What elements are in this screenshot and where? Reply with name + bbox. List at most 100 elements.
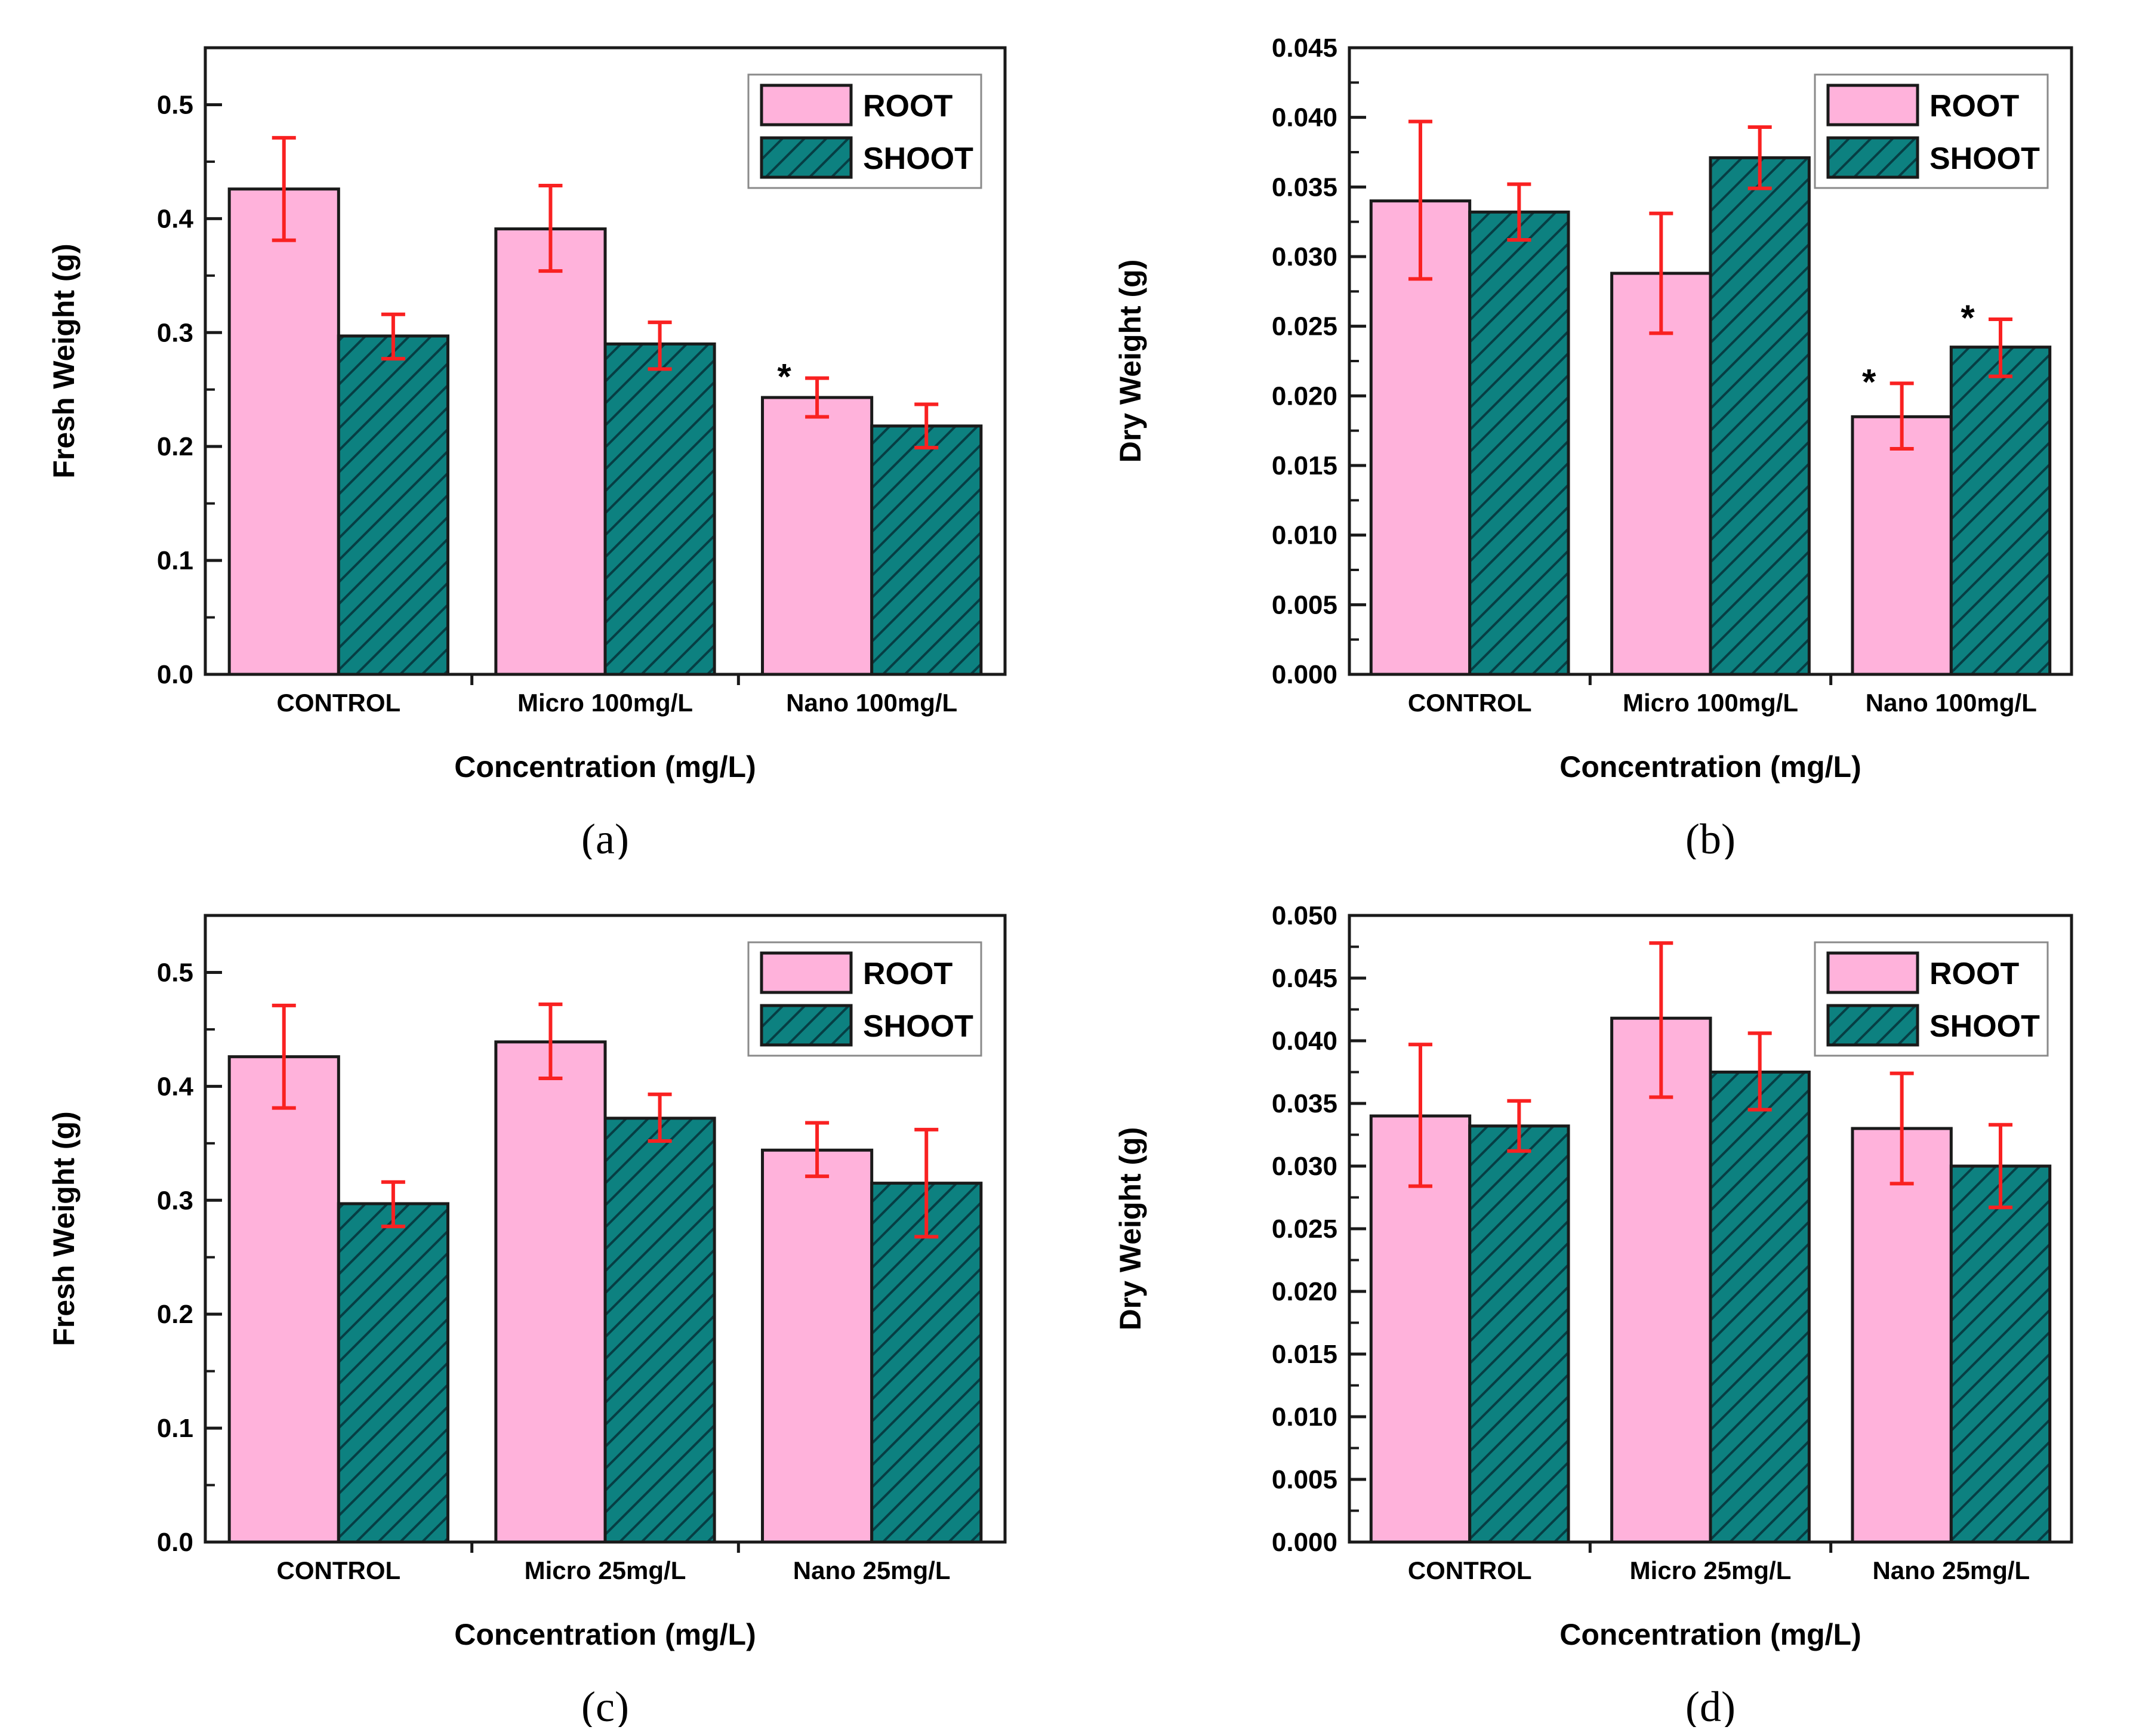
x-category-label: CONTROL [276, 689, 400, 717]
x-category-label: CONTROL [1407, 689, 1531, 717]
y-tick-label: 0.015 [1271, 451, 1337, 480]
bar-root-2 [760, 396, 873, 676]
error-bar-shoot-0 [1506, 182, 1531, 242]
y-tick-label: 0.0 [156, 660, 193, 689]
error-bar-shoot-2 [1988, 317, 2012, 378]
bar-root-1 [494, 227, 606, 676]
bar-root-1 [1610, 272, 1712, 676]
x-category-label: Nano 25mg/L [1872, 1556, 2030, 1584]
error-bar-root-0 [272, 1003, 296, 1110]
legend: ROOT SHOOT [747, 73, 982, 189]
y-tick-label: 0.010 [1271, 521, 1337, 550]
y-tick-label: 0.020 [1271, 1277, 1337, 1306]
x-axis-title: Concentration (mg/L) [454, 750, 756, 784]
x-category-label: Micro 25mg/L [1629, 1556, 1791, 1584]
y-tick-label: 0.030 [1271, 242, 1337, 272]
error-bar-shoot-2 [1988, 1123, 2012, 1210]
error-bar-shoot-0 [381, 312, 405, 361]
y-tick-label: 0.035 [1271, 1089, 1337, 1118]
significance-asterisk: * [1961, 298, 1975, 338]
y-tick-label: 0.000 [1271, 1528, 1337, 1557]
y-tick-label: 0.015 [1271, 1340, 1337, 1369]
x-category-label: CONTROL [276, 1556, 400, 1584]
bar-shoot-1-hatch [603, 1117, 716, 1544]
error-bar-root-2 [805, 376, 829, 419]
legend-swatch-shoot-hatch [1826, 1004, 1919, 1047]
bar-root-2 [760, 1148, 873, 1544]
legend-label-shoot: SHOOT [1929, 1009, 2040, 1044]
bar-root-0 [227, 1055, 340, 1544]
bar-shoot-1-hatch [1709, 1071, 1811, 1544]
y-axis-title: Fresh Weight (g) [47, 243, 81, 479]
error-bar-shoot-1 [1747, 125, 1772, 190]
error-bar-root-2 [1890, 381, 1914, 451]
chart-a: 0.0 0.1 0.2 0.3 0.4 0.5 * CONTROL Micro 100mg/L N… [47, 46, 1006, 859]
panel-letter: (b) [1685, 815, 1736, 859]
y-tick-label: 0.045 [1271, 33, 1337, 63]
bar-root-2 [1850, 415, 1953, 676]
error-bar-shoot-1 [1747, 1031, 1772, 1112]
significance-asterisk: * [1861, 362, 1876, 402]
y-tick-label: 0.0 [156, 1528, 193, 1557]
y-tick-label: 0.020 [1271, 381, 1337, 411]
x-category-label: CONTROL [1407, 1556, 1531, 1584]
legend-swatch-root [1826, 951, 1919, 994]
chart-b: 0.000 0.005 0.010 0.015 0.020 0.025 0.030 0.035… [1114, 33, 2073, 859]
bar-shoot-1-hatch [1709, 156, 1811, 676]
x-category-label: Nano 100mg/L [1865, 689, 2036, 717]
error-bar-root-0 [1408, 119, 1432, 281]
bar-shoot-0-hatch [1468, 210, 1570, 676]
legend-label-root: ROOT [863, 89, 953, 124]
bar-shoot-2-hatch [1949, 346, 2051, 676]
y-tick-label: 0.5 [156, 90, 193, 119]
error-bar-shoot-1 [648, 1092, 672, 1143]
y-tick-label: 0.030 [1271, 1152, 1337, 1181]
chart-d: 0.000 0.005 0.010 0.015 0.020 0.025 0.030 0.035… [1114, 901, 2073, 1727]
y-tick-label: 0.040 [1271, 103, 1337, 132]
y-tick-label: 0.2 [156, 1300, 193, 1329]
error-bar-shoot-0 [1506, 1099, 1531, 1153]
y-tick-label: 0.005 [1271, 590, 1337, 619]
legend-label-shoot: SHOOT [863, 141, 973, 176]
error-bar-root-1 [1648, 941, 1673, 1099]
bar-shoot-0-hatch [337, 334, 449, 676]
error-bar-shoot-2 [914, 1127, 938, 1239]
error-bar-root-0 [272, 135, 296, 242]
y-tick-label: 0.3 [156, 1186, 193, 1215]
y-tick-label: 0.035 [1271, 172, 1337, 202]
y-tick-label: 0.045 [1271, 964, 1337, 993]
y-axis-title: Dry Weight (g) [1114, 1127, 1147, 1331]
x-category-label: Micro 100mg/L [517, 689, 692, 717]
y-tick-label: 0.025 [1271, 1214, 1337, 1244]
error-bar-root-1 [1648, 211, 1673, 335]
x-axis-title: Concentration (mg/L) [1559, 750, 1861, 784]
chart-c: 0.0 0.1 0.2 0.3 0.4 0.5 CONTROL Micro 25mg/L Nan… [47, 914, 1006, 1727]
legend: ROOT SHOOT [1814, 73, 2048, 189]
y-tick-label: 0.1 [156, 546, 193, 575]
y-tick-label: 0.050 [1271, 901, 1337, 930]
legend: ROOT SHOOT [1814, 941, 2048, 1057]
legend-swatch-root [1826, 84, 1919, 127]
x-category-label: Micro 25mg/L [524, 1556, 686, 1584]
bar-shoot-2-hatch [1949, 1164, 2051, 1544]
bar-shoot-1-hatch [603, 342, 716, 676]
y-axis-title: Fresh Weight (g) [47, 1111, 81, 1346]
y-tick-label: 0.010 [1271, 1402, 1337, 1432]
legend-swatch-shoot-hatch [760, 136, 852, 179]
legend-swatch-root [760, 951, 852, 994]
x-category-label: Nano 25mg/L [793, 1556, 950, 1584]
error-bar-root-0 [1408, 1043, 1432, 1188]
y-tick-label: 0.5 [156, 958, 193, 987]
x-axis-title: Concentration (mg/L) [454, 1618, 756, 1651]
y-tick-label: 0.040 [1271, 1026, 1337, 1056]
legend-label-root: ROOT [863, 957, 953, 991]
y-tick-label: 0.005 [1271, 1465, 1337, 1494]
y-tick-label: 0.000 [1271, 660, 1337, 689]
panel-d: 0.000 0.005 0.010 0.015 0.020 0.025 0.030 0.035… [1066, 868, 2133, 1736]
panel-a: 0.0 0.1 0.2 0.3 0.4 0.5 * CONTROL Micro 100mg/L N… [0, 0, 1066, 868]
error-bar-root-2 [1890, 1071, 1914, 1186]
error-bar-shoot-2 [914, 402, 938, 450]
y-tick-label: 0.3 [156, 318, 193, 347]
y-tick-label: 0.025 [1271, 312, 1337, 341]
